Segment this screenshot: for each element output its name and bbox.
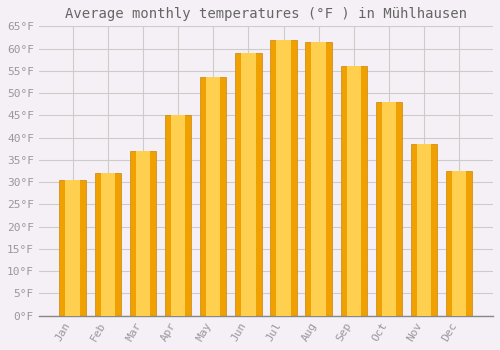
Bar	[206, 77, 220, 316]
Bar	[446, 171, 472, 316]
Bar	[235, 53, 262, 316]
Bar	[94, 173, 121, 316]
Bar	[312, 42, 326, 316]
Bar	[241, 53, 256, 316]
Bar	[165, 115, 191, 316]
Bar	[452, 171, 466, 316]
Bar	[346, 66, 361, 316]
Bar	[60, 180, 86, 316]
Title: Average monthly temperatures (°F ) in Mühlhausen: Average monthly temperatures (°F ) in Mü…	[65, 7, 467, 21]
Bar	[270, 40, 296, 316]
Bar	[276, 40, 291, 316]
Bar	[136, 151, 150, 316]
Bar	[306, 42, 332, 316]
Bar	[417, 144, 432, 316]
Bar	[340, 66, 367, 316]
Bar	[200, 77, 226, 316]
Bar	[130, 151, 156, 316]
Bar	[411, 144, 438, 316]
Bar	[376, 102, 402, 316]
Bar	[171, 115, 186, 316]
Bar	[100, 173, 115, 316]
Bar	[66, 180, 80, 316]
Bar	[382, 102, 396, 316]
